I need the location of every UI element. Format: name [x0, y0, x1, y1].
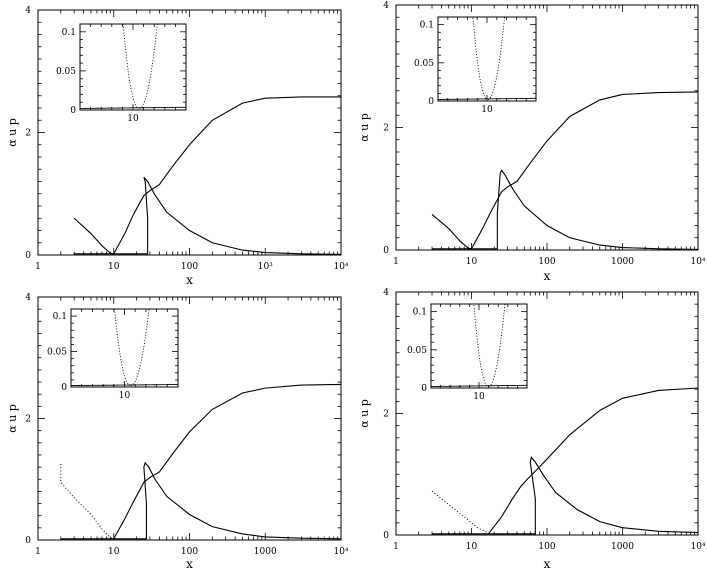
inset-baseline-curve [430, 384, 528, 387]
x-tick-label: 10⁴ [333, 262, 348, 272]
series-line-3 [60, 461, 342, 540]
inset-y-tick-label: 0.1 [420, 21, 434, 31]
y-tick-label: 2 [25, 415, 31, 425]
x-axis-title: x [186, 273, 193, 287]
inset-y-tick-label: 0.05 [414, 59, 434, 69]
series-line-2 [432, 169, 699, 250]
inset-panel: 10 0 0.05 0.1 [414, 16, 537, 115]
x-tick-label: 10 [466, 542, 478, 552]
x-tick-label: 100 [181, 262, 198, 272]
inset-x-tick-label: 10 [127, 114, 139, 124]
plot-frame [395, 291, 699, 536]
inset-right-branch [487, 16, 515, 100]
inset-x-tick-label: 10 [119, 391, 131, 401]
inset-frame [430, 303, 528, 389]
x-tick-label: 1000 [254, 547, 277, 557]
inset-right-branch [488, 303, 515, 387]
series-line-1 [431, 490, 490, 534]
x-tick-label: 1000 [611, 257, 634, 267]
x-tick-label: 10³ [258, 262, 273, 272]
inset-y-tick-label: 0 [61, 383, 67, 393]
inset-baseline-curve [70, 384, 179, 387]
y-axis-title: α u p [6, 404, 19, 433]
inset-x-tick-label: 10 [481, 105, 493, 115]
x-tick-label: 10 [466, 257, 478, 267]
inset-frame [437, 16, 537, 102]
inset-right-branch [139, 23, 169, 109]
series-line-1 [60, 464, 114, 540]
series-line-1 [431, 91, 699, 250]
x-tick-label: 10 [108, 262, 120, 272]
x-axis-title: x [186, 557, 193, 571]
y-tick-label: 4 [25, 6, 31, 16]
x-tick-label: 10⁴ [333, 547, 348, 557]
x-tick-label: 1 [393, 542, 399, 552]
x-tick-label: 1 [35, 262, 41, 272]
y-axis-title: α u p [6, 118, 19, 147]
y-tick-label: 2 [383, 410, 389, 420]
inset-x-tick-label: 10 [473, 392, 485, 402]
y-axis-title: α u p [358, 113, 371, 142]
inset-y-tick-label: 0.05 [407, 346, 427, 356]
series-line-3 [432, 456, 699, 535]
x-tick-label: 1 [393, 257, 399, 267]
inset-frame [70, 308, 179, 388]
x-axis-title: x [544, 557, 551, 571]
plot-frame [37, 296, 342, 541]
x-axis-title: x [544, 269, 551, 283]
plot-frame [395, 4, 699, 251]
inset-panel: 10 0 0.05 0.1 [56, 23, 187, 124]
x-tick-label: 100 [538, 542, 555, 552]
y-tick-label: 2 [383, 124, 389, 134]
inset-panel: 10 0 0.05 0.1 [407, 303, 528, 402]
inset-baseline-curve [79, 106, 187, 109]
x-tick-label: 100 [181, 547, 198, 557]
y-tick-label: 4 [383, 1, 389, 11]
series-line-1 [73, 96, 341, 255]
x-tick-label: 100 [538, 257, 555, 267]
inset-left-branch [463, 303, 489, 387]
y-tick-label: 2 [25, 129, 31, 139]
y-axis-title: α u p [358, 399, 371, 428]
inset-y-tick-label: 0.1 [62, 28, 76, 38]
inset-y-tick-label: 0.05 [56, 67, 76, 77]
inset-panel: 10 0 0.05 0.1 [47, 308, 179, 401]
inset-right-branch [130, 308, 161, 387]
inset-y-tick-label: 0 [428, 97, 434, 107]
x-tick-label: 1 [35, 547, 41, 557]
inset-y-tick-label: 0.1 [413, 308, 427, 318]
x-tick-label: 10⁴ [690, 542, 705, 552]
x-tick-label: 10 [108, 547, 120, 557]
y-tick-label: 0 [25, 251, 31, 261]
x-tick-label: 10⁴ [690, 257, 705, 267]
inset-y-tick-label: 0 [70, 106, 76, 116]
series-line-2 [488, 387, 699, 534]
x-tick-label: 1000 [611, 542, 634, 552]
y-tick-label: 4 [25, 293, 31, 303]
inset-left-branch [111, 23, 139, 109]
plot-frame [37, 9, 342, 256]
inset-y-tick-label: 0.05 [47, 348, 67, 358]
inset-y-tick-label: 0 [421, 384, 427, 394]
series-line-2 [74, 176, 342, 255]
y-tick-label: 0 [25, 536, 31, 546]
inset-left-branch [462, 16, 488, 100]
y-tick-label: 4 [383, 288, 389, 298]
y-tick-label: 0 [383, 246, 389, 256]
series-line-2 [113, 383, 342, 540]
inset-y-tick-label: 0.1 [53, 312, 67, 322]
inset-baseline-curve [437, 97, 537, 100]
y-tick-label: 0 [383, 531, 389, 541]
inset-left-branch [103, 308, 131, 386]
